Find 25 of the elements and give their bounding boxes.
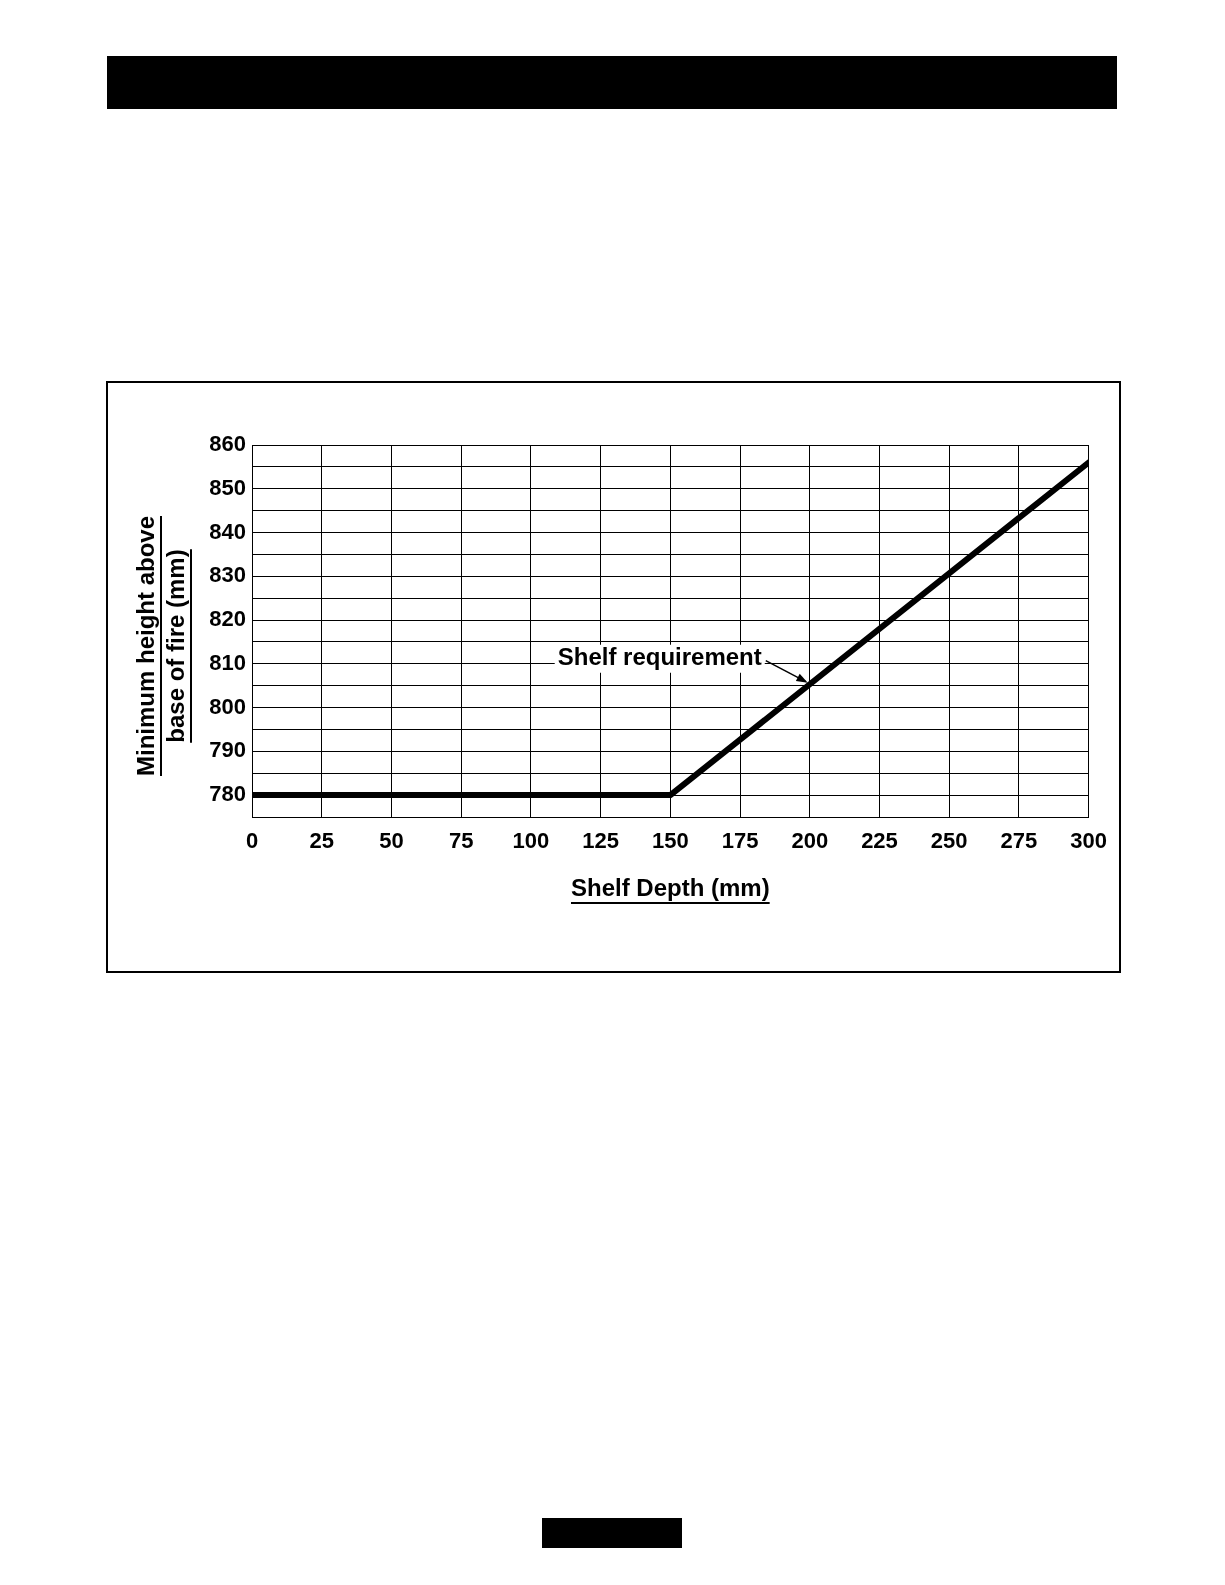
x-tick-label: 75	[448, 828, 474, 854]
x-tick-label: 175	[721, 828, 759, 854]
y-tick-label: 840	[209, 518, 246, 544]
y-tick-label: 830	[209, 562, 246, 588]
annotation: Shelf requirement	[557, 643, 762, 671]
y-tick-label: 820	[209, 606, 246, 632]
x-tick-label: 50	[379, 828, 404, 854]
y-tick-label: 780	[209, 781, 246, 807]
x-tick-label: 275	[1000, 828, 1038, 854]
x-tick-label: 225	[861, 828, 898, 854]
y-tick-label: 810	[209, 649, 246, 675]
x-tick-label: 25	[309, 828, 334, 854]
y-tick-label: 800	[209, 693, 246, 719]
y-axis-title: Minimum height above base of fire (mm)	[131, 515, 189, 777]
x-tick-label: 250	[930, 828, 968, 854]
x-tick-label: 300	[1070, 828, 1108, 854]
x-tick-label: 125	[582, 828, 619, 854]
x-tick-label: 150	[651, 828, 689, 854]
y-tick-label: 860	[209, 431, 246, 457]
x-tick-label: 200	[791, 828, 829, 854]
y-tick-label: 790	[209, 737, 246, 763]
x-tick-label: 100	[512, 828, 550, 854]
x-axis-title: Shelf Depth (mm)	[570, 873, 770, 901]
y-tick-label: 850	[209, 474, 246, 500]
x-tick-label: 0	[245, 828, 259, 854]
